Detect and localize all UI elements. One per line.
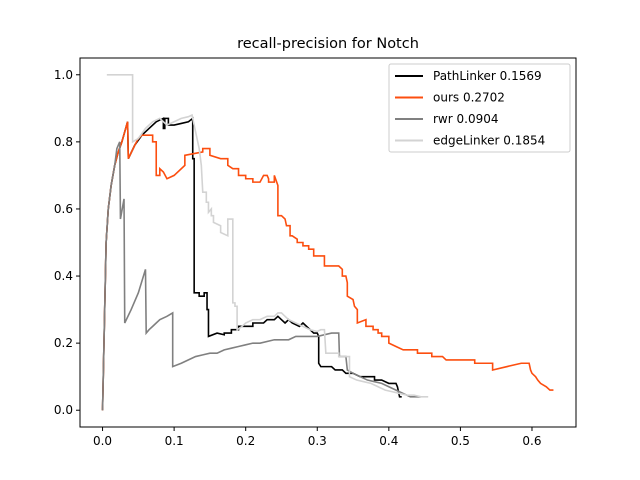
x-tick-label: 0.5 [451,434,470,448]
series-layer [101,73,554,411]
series-line-2 [101,141,422,411]
legend-box [388,63,571,153]
y-axis-ticks: 0.0 0.2 0.4 0.6 0.8 1.0 [54,68,80,417]
y-tick-label: 0.2 [54,336,73,350]
legend-entry-label: PathLinker 0.1569 [433,69,542,83]
chart-title: recall-precision for Notch [237,36,419,52]
y-tick-label: 0.8 [54,135,73,149]
series-line-1 [101,121,554,411]
series-line-0 [101,116,402,411]
x-axis-ticks: 0.0 0.1 0.2 0.3 0.4 0.5 0.6 [93,427,542,448]
y-tick-label: 0.4 [54,269,73,283]
x-tick-label: 0.0 [93,434,112,448]
legend: PathLinker 0.1569 ours 0.2702 rwr 0.0904 ed… [388,63,571,153]
legend-entry-label: ours 0.2702 [433,91,505,105]
x-tick-label: 0.2 [236,434,255,448]
plot-frame [79,57,577,428]
y-tick-label: 0.6 [54,202,73,216]
y-tick-label: 1.0 [54,68,73,82]
x-tick-label: 0.4 [379,434,398,448]
legend-entry-label: edgeLinker 0.1854 [433,134,545,148]
legend-entry-label: rwr 0.0904 [433,112,498,126]
x-tick-label: 0.3 [308,434,327,448]
series-line-3 [106,73,429,398]
x-tick-label: 0.6 [522,434,541,448]
x-tick-label: 0.1 [165,434,184,448]
y-tick-label: 0.0 [54,403,73,417]
